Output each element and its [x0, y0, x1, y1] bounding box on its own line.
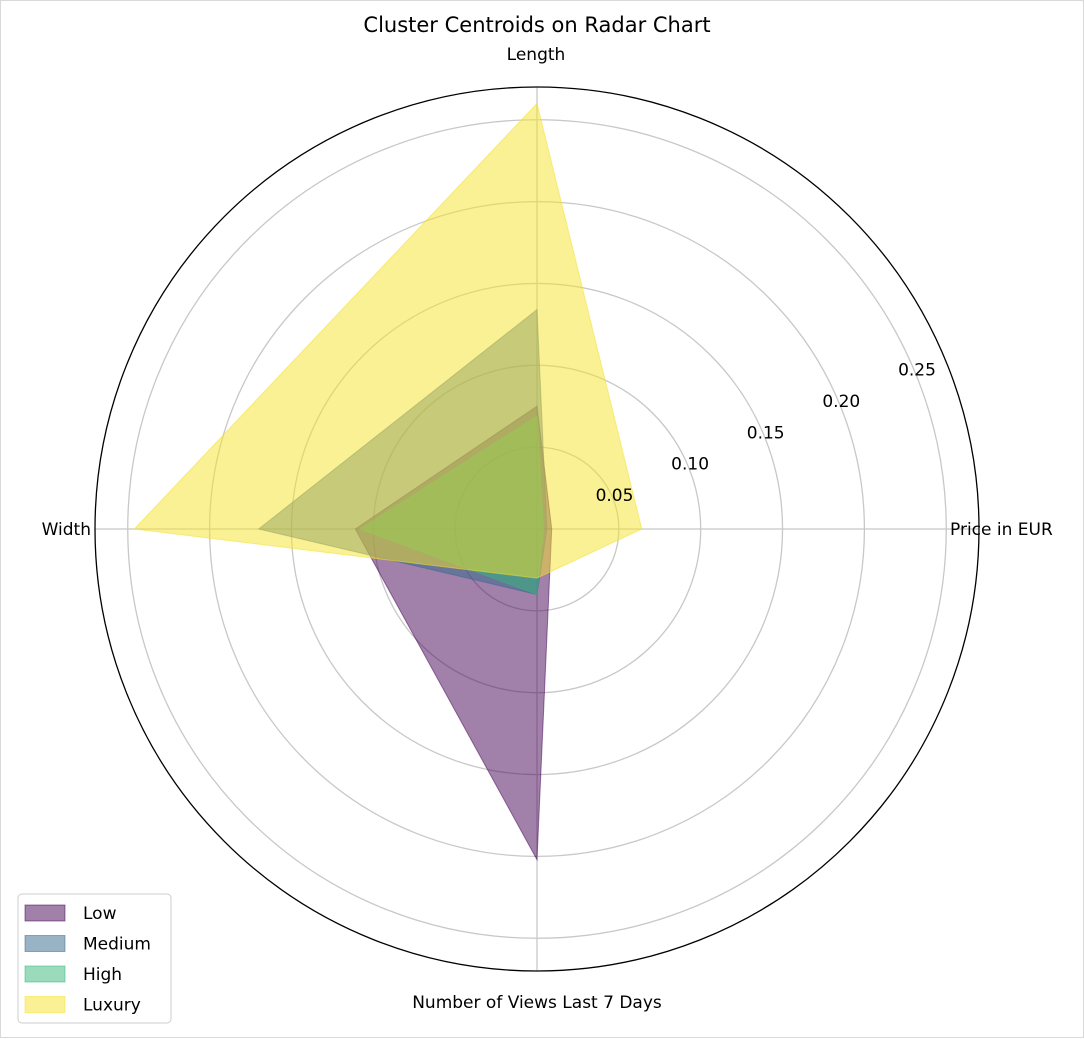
legend-label-low: Low [83, 904, 117, 924]
axis-label-3: Width [42, 520, 91, 540]
axis-label-2: Length [507, 45, 566, 65]
legend-swatch-luxury [24, 996, 66, 1013]
series-luxury-area [133, 102, 643, 579]
axis-labels: Price in EUR Length Width Number of Views L… [42, 45, 1053, 1013]
legend-swatch-high [24, 965, 66, 983]
radial-tick-label-2: 0.10 [671, 455, 709, 475]
axis-label-1: Price in EUR [950, 520, 1053, 540]
legend: Low Medium High Luxury [17, 893, 172, 1024]
legend-swatch-low [24, 904, 66, 922]
radial-tick-labels: 0.05 0.10 0.15 0.20 0.25 [596, 361, 936, 506]
radar-series [94, 86, 980, 972]
legend-label-medium: Medium [83, 935, 151, 955]
legend-box [17, 893, 172, 1024]
polar-frame [94, 86, 980, 972]
chart-title: Cluster Centroids on Radar Chart [363, 13, 710, 37]
radial-tick-label-1: 0.05 [596, 486, 634, 506]
radial-tick-label-4: 0.20 [822, 392, 860, 412]
radial-tick-label-3: 0.15 [747, 423, 785, 443]
legend-label-high: High [83, 965, 122, 985]
axis-label-4: Number of Views Last 7 Days [412, 993, 662, 1013]
legend-label-luxury: Luxury [83, 996, 141, 1016]
legend-swatch-medium [24, 935, 66, 952]
radial-tick-label-5: 0.25 [898, 361, 936, 381]
